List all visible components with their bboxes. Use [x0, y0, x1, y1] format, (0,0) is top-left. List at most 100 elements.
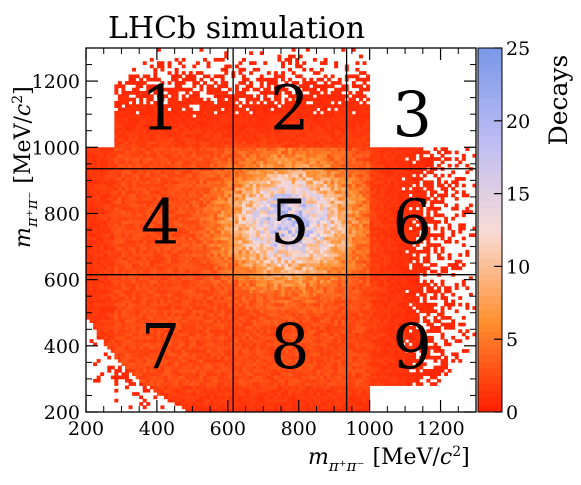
heatmap-cell [263, 256, 268, 261]
heatmap-cell [227, 296, 232, 300]
heatmap-cell [210, 269, 215, 274]
heatmap-cell [146, 140, 151, 145]
heatmap-cell [259, 150, 264, 155]
heatmap-cell [149, 259, 154, 264]
heatmap-cell [128, 246, 133, 251]
heatmap-cell [139, 183, 144, 188]
heatmap-cell [227, 263, 232, 267]
heatmap-cell [224, 137, 229, 142]
heatmap-cell [149, 216, 154, 221]
heatmap-cell [245, 306, 250, 310]
heatmap-cell [203, 316, 207, 320]
heatmap-cell [178, 84, 183, 89]
heatmap-cell [213, 368, 218, 373]
heatmap-cell [266, 395, 271, 400]
heatmap-cell [125, 375, 129, 380]
heatmap-cell [153, 74, 158, 79]
heatmap-cell [125, 97, 129, 102]
heatmap-cell [149, 160, 154, 165]
heatmap-cell [256, 193, 261, 198]
heatmap-cell [181, 392, 186, 396]
heatmap-cell [164, 127, 168, 132]
heatmap-cell [89, 319, 94, 324]
heatmap-cell [86, 180, 90, 185]
heatmap-cell [117, 150, 122, 155]
heatmap-cell [199, 77, 204, 82]
heatmap-cell [277, 173, 282, 178]
heatmap-cell [174, 319, 179, 324]
heatmap-cell [227, 117, 232, 122]
heatmap-cell [266, 256, 271, 261]
heatmap-cell [273, 378, 278, 383]
heatmap-cell [114, 319, 119, 324]
heatmap-cell [220, 213, 225, 218]
heatmap-cell [153, 84, 158, 89]
heatmap-cell [277, 226, 282, 231]
heatmap-cell [249, 104, 254, 108]
heatmap-cell [135, 223, 140, 228]
heatmap-cell [107, 259, 112, 264]
heatmap-cell [114, 213, 119, 218]
heatmap-cell [164, 365, 168, 370]
heatmap-cell [263, 339, 268, 343]
heatmap-cell [96, 160, 101, 165]
heatmap-cell [234, 183, 239, 188]
heatmap-cell [132, 97, 137, 102]
heatmap-cell [242, 203, 246, 208]
heatmap-cell [213, 203, 218, 208]
heatmap-cell [206, 130, 211, 135]
heatmap-cell [227, 312, 232, 317]
heatmap-cell [252, 246, 257, 251]
heatmap-cell [167, 292, 172, 297]
heatmap-cell [160, 329, 165, 333]
heatmap-cell [192, 246, 197, 251]
heatmap-cell [167, 259, 172, 264]
heatmap-cell [199, 392, 204, 396]
heatmap-cell [128, 213, 133, 218]
heatmap-cell [93, 206, 98, 211]
heatmap-cell [135, 329, 140, 333]
heatmap-cell [210, 170, 215, 175]
heatmap-cell [86, 279, 90, 284]
heatmap-cell [121, 127, 126, 132]
heatmap-cell [249, 206, 254, 211]
heatmap-cell [213, 134, 218, 138]
heatmap-cell [199, 180, 204, 185]
heatmap-cell [132, 140, 137, 145]
heatmap-cell [174, 243, 179, 247]
heatmap-cell [245, 117, 250, 122]
heatmap-cell [96, 203, 101, 208]
heatmap-cell [89, 147, 94, 151]
heatmap-cell [245, 322, 250, 327]
heatmap-cell [245, 180, 250, 185]
heatmap-cell [171, 352, 176, 357]
heatmap-cell [156, 279, 161, 284]
heatmap-cell [171, 114, 176, 118]
heatmap-cell [149, 345, 154, 350]
heatmap-cell [188, 150, 193, 155]
heatmap-cell [178, 157, 183, 161]
heatmap-cell [249, 233, 254, 238]
heatmap-cell [234, 193, 239, 198]
heatmap-cell [156, 173, 161, 178]
heatmap-cell [277, 286, 282, 290]
heatmap-cell [185, 107, 190, 112]
heatmap-cell [199, 97, 204, 102]
heatmap-cell [242, 236, 246, 241]
heatmap-cell [128, 230, 133, 234]
heatmap-cell [263, 190, 268, 194]
heatmap-cell [238, 81, 243, 85]
heatmap-cell [266, 177, 271, 181]
heatmap-cell [164, 153, 168, 158]
heatmap-cell [199, 306, 204, 310]
heatmap-cell [117, 160, 122, 165]
heatmap-cell [149, 243, 154, 247]
heatmap-cell [227, 332, 232, 337]
heatmap-cell [132, 325, 137, 330]
heatmap-cell [249, 325, 254, 330]
heatmap-cell [149, 107, 154, 112]
heatmap-cell [217, 87, 222, 92]
heatmap-cell [210, 279, 215, 284]
heatmap-cell [135, 286, 140, 290]
